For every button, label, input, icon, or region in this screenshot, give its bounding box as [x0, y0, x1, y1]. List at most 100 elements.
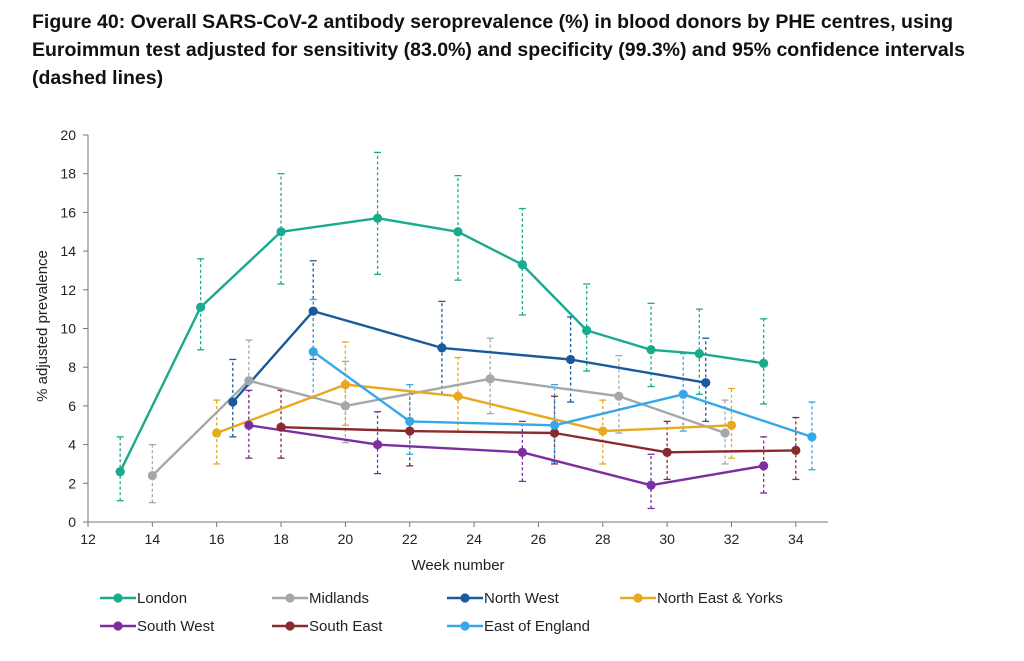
- data-point-north-east-yorks: [453, 391, 463, 401]
- ci-bar-south-east: [792, 416, 800, 481]
- legend-marker: [285, 593, 295, 603]
- legend-marker: [460, 593, 470, 603]
- legend-marker: [113, 621, 123, 631]
- data-point-london: [517, 260, 527, 270]
- x-tick-label: 12: [80, 531, 96, 547]
- data-point-midlands: [340, 401, 350, 411]
- data-point-london: [453, 227, 463, 237]
- data-point-london: [759, 358, 769, 368]
- data-point-south-east: [405, 426, 415, 436]
- data-point-north-east-yorks: [212, 428, 222, 438]
- y-tick-label: 0: [68, 514, 76, 530]
- legend-item-east-of-england: East of England: [447, 618, 590, 635]
- data-point-east-of-england: [549, 420, 560, 430]
- ci-bar-north-east-yorks: [341, 341, 349, 426]
- ci-bar-london: [695, 308, 703, 395]
- x-tick-label: 14: [145, 531, 161, 547]
- y-tick-label: 18: [60, 166, 76, 182]
- data-point-east-of-england: [308, 347, 318, 357]
- data-point-south-west: [244, 420, 254, 430]
- x-tick-label: 18: [273, 531, 289, 547]
- ci-bar-north-east-yorks: [213, 399, 221, 465]
- ci-bar-north-west: [702, 337, 710, 423]
- y-tick-label: 14: [60, 243, 76, 259]
- data-point-south-west: [372, 440, 383, 450]
- ci-bar-london: [583, 283, 591, 372]
- ci-bar-south-west: [374, 411, 382, 475]
- data-point-london: [196, 302, 206, 312]
- legend-item-north-west: North West: [447, 590, 560, 607]
- data-point-north-west: [308, 306, 318, 316]
- data-point-south-east: [549, 428, 560, 438]
- ci-bar-london: [518, 207, 526, 316]
- data-point-north-east-yorks: [340, 380, 350, 390]
- data-point-midlands: [720, 428, 730, 438]
- data-point-north-west: [701, 378, 711, 388]
- y-tick-label: 6: [68, 398, 76, 414]
- ci-bar-london: [374, 151, 382, 275]
- y-axis-label: % adjusted prevalence: [34, 250, 51, 402]
- y-tick-label: 12: [60, 282, 76, 298]
- data-point-midlands: [485, 374, 495, 384]
- y-tick-label: 4: [68, 437, 76, 453]
- data-point-south-east: [662, 447, 672, 457]
- x-tick-label: 16: [209, 531, 225, 547]
- legend-label: East of England: [484, 618, 590, 635]
- series-line-south-west: [248, 424, 764, 487]
- data-point-south-east: [276, 422, 286, 432]
- x-tick-label: 24: [466, 531, 482, 547]
- y-tick-label: 16: [60, 204, 76, 220]
- figure-title: Figure 40: Overall SARS-CoV-2 antibody s…: [32, 11, 966, 89]
- legend-label: North West: [484, 590, 560, 607]
- legend-item-south-west: South West: [100, 618, 215, 635]
- data-point-london: [276, 227, 286, 237]
- legend-marker: [633, 593, 643, 603]
- y-tick-label: 10: [60, 321, 76, 337]
- data-point-south-east: [791, 445, 801, 456]
- data-point-east-of-england: [807, 432, 817, 442]
- x-tick-label: 34: [788, 531, 804, 547]
- data-point-midlands: [614, 391, 624, 401]
- data-point-london: [115, 467, 125, 477]
- y-tick-label: 8: [68, 359, 76, 375]
- series-lines: [119, 217, 813, 487]
- legend-label: Midlands: [309, 590, 369, 607]
- series-line-london: [119, 217, 764, 473]
- data-point-north-west: [228, 397, 238, 407]
- ci-bar-midlands: [721, 399, 729, 465]
- legend-marker: [113, 593, 123, 603]
- y-tick-label: 20: [60, 127, 76, 143]
- data-point-north-east-yorks: [726, 420, 737, 430]
- legend-item-north-east-yorks: North East & Yorks: [620, 590, 783, 607]
- x-tick-label: 26: [531, 531, 547, 547]
- x-tick-label: 28: [595, 531, 611, 547]
- legend-marker: [460, 621, 470, 631]
- legend-label: South East: [309, 618, 383, 635]
- x-tick-label: 22: [402, 531, 418, 547]
- data-point-london: [646, 345, 656, 355]
- ci-bar-north-east-yorks: [599, 399, 607, 465]
- legend-label: London: [137, 590, 187, 607]
- legend-label: North East & Yorks: [657, 590, 783, 607]
- legend-label: South West: [137, 618, 215, 635]
- data-point-south-west: [759, 461, 769, 471]
- data-point-north-west: [566, 354, 576, 365]
- data-point-north-west: [437, 343, 447, 353]
- legend-item-london: London: [100, 590, 187, 607]
- data-point-east-of-england: [678, 389, 688, 399]
- legend-item-midlands: Midlands: [272, 590, 369, 607]
- data-point-london: [694, 349, 704, 359]
- ci-bar-london: [760, 318, 768, 405]
- x-axis-label: Week number: [411, 557, 504, 574]
- series-points: [115, 213, 817, 490]
- data-point-london: [582, 325, 592, 336]
- legend: London Midlands North West North East & Yor…: [100, 590, 783, 635]
- ci-bar-midlands: [486, 337, 494, 415]
- x-tick-label: 32: [724, 531, 740, 547]
- x-tick-label: 30: [659, 531, 675, 547]
- data-point-south-west: [646, 480, 656, 490]
- y-tick-label: 2: [68, 475, 76, 491]
- legend-item-south-east: South East: [272, 618, 383, 635]
